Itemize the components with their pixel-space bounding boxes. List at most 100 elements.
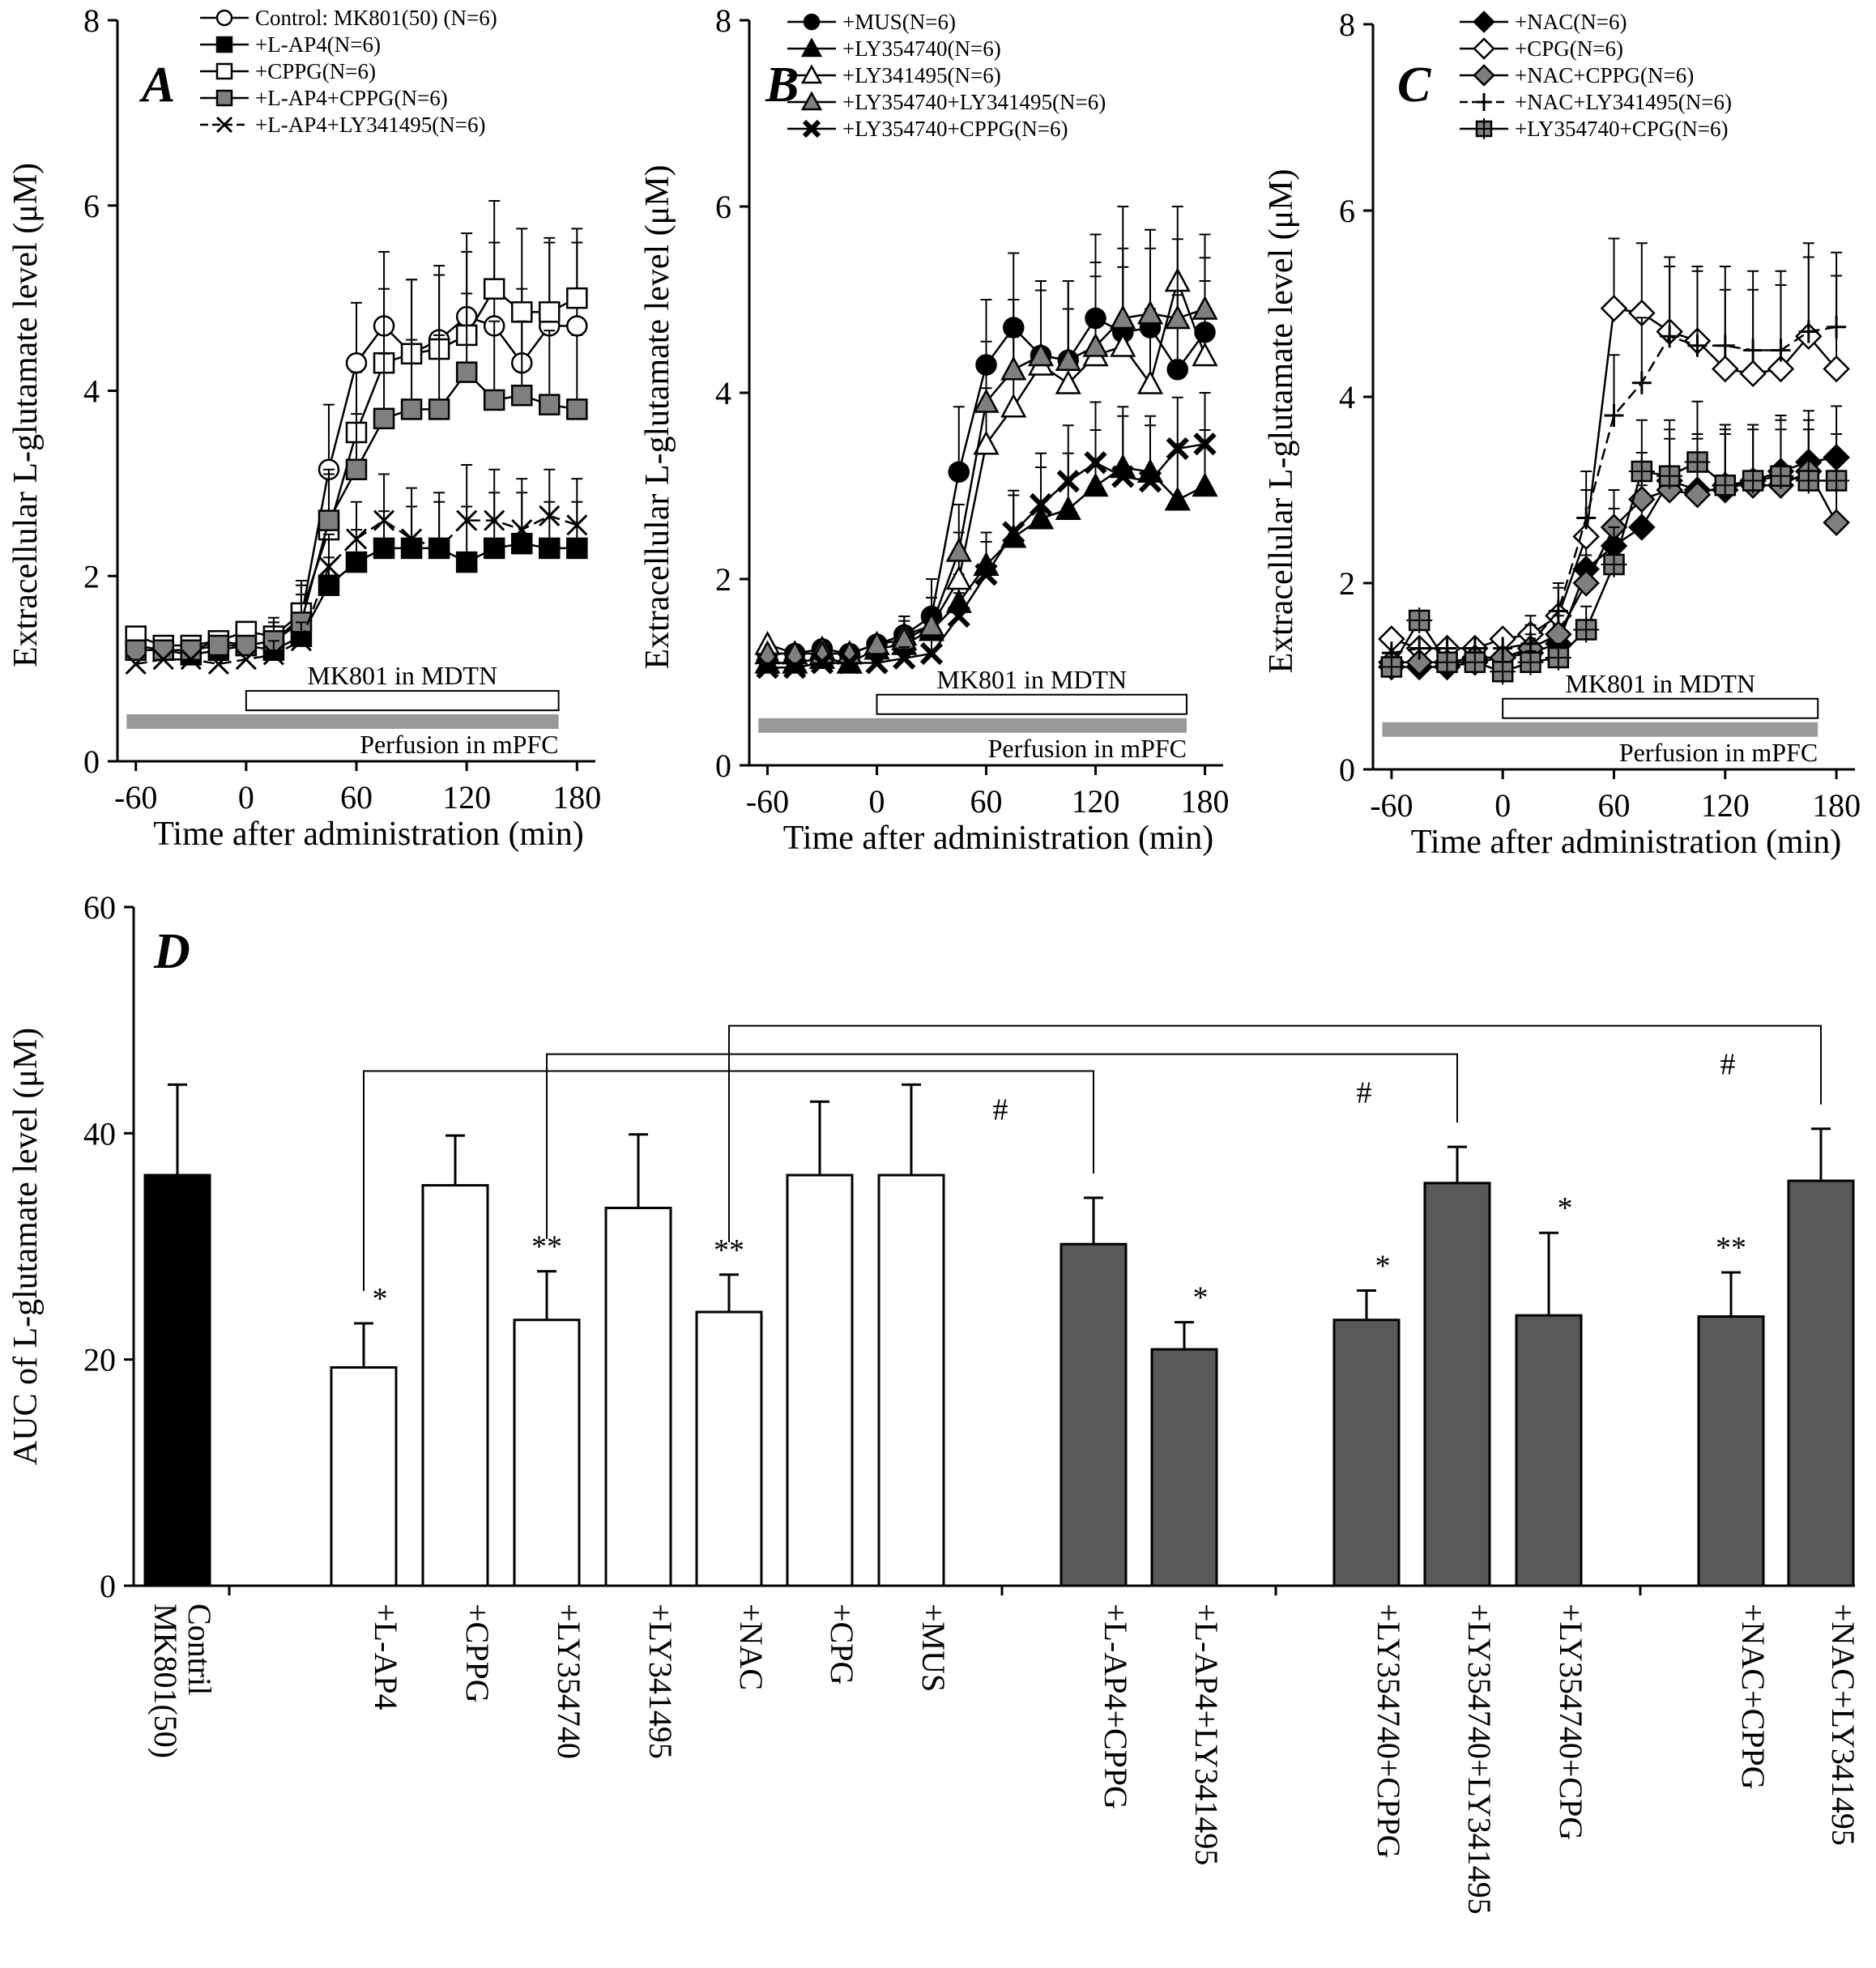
data-point-b <box>1193 432 1217 456</box>
y-tick-label: 60 <box>83 889 116 926</box>
bar <box>1332 1318 1401 1587</box>
legend-label: Control: MK801(50) (N=6) <box>255 6 497 30</box>
data-point <box>948 461 970 483</box>
data-point <box>863 630 890 655</box>
data-point-b <box>401 528 423 550</box>
x-tick-label: -60 <box>746 783 789 820</box>
x-tick-label: -60 <box>114 779 157 816</box>
bar <box>695 1310 763 1587</box>
legend-label: +LY354740+CPG(N=6) <box>1515 117 1728 141</box>
x-axis-label: Time after administration (min) <box>1411 824 1842 861</box>
data-point <box>539 394 561 415</box>
data-point <box>152 639 174 661</box>
data-point <box>345 458 368 480</box>
data-point <box>973 388 1000 413</box>
y-tick-label: 0 <box>100 1568 116 1604</box>
data-point-b <box>290 630 312 652</box>
data-point <box>1027 505 1055 530</box>
perfusion-bar <box>1382 722 1818 737</box>
data-point <box>180 639 203 661</box>
bracket-label: # <box>1720 1048 1736 1082</box>
data-point <box>510 384 533 407</box>
bar <box>421 1184 489 1587</box>
series-3 <box>1381 251 1847 665</box>
legend-label: +CPG(N=6) <box>1515 36 1623 61</box>
data-point <box>1712 355 1739 383</box>
legend-entry: +L-AP4(N=6) <box>200 32 381 57</box>
data-point <box>1823 355 1850 383</box>
data-point <box>1082 472 1109 497</box>
data-point <box>566 315 588 337</box>
legend-marker-b <box>215 116 233 134</box>
legend-label: +LY354740(N=6) <box>842 36 1001 61</box>
data-point-b <box>235 649 257 671</box>
legend-entry: +LY341495(N=6) <box>787 63 1001 87</box>
bar <box>1787 1179 1855 1587</box>
data-point <box>318 509 340 531</box>
data-point <box>1572 522 1600 551</box>
data-point <box>1082 332 1109 357</box>
data-point <box>373 407 395 430</box>
data-point-b <box>428 537 450 559</box>
bar <box>604 1207 672 1587</box>
data-point <box>1192 295 1218 320</box>
x-tick-label: 180 <box>552 779 601 816</box>
data-point <box>510 301 533 323</box>
data-point <box>373 537 395 560</box>
panel-label: D <box>153 924 190 979</box>
legend-entry: +CPG(N=6) <box>1460 36 1623 61</box>
bracket-label: # <box>993 1093 1008 1127</box>
data-point <box>345 551 368 573</box>
bar <box>1150 1348 1218 1587</box>
legend-label: +LY354740+CPPG(N=6) <box>842 117 1068 141</box>
data-point-b <box>1166 437 1189 461</box>
panel-label: B <box>765 58 799 113</box>
legend-marker-b <box>802 119 821 138</box>
series-2 <box>754 206 1218 665</box>
data-point <box>1683 480 1712 509</box>
mk801-bar <box>1502 697 1819 719</box>
y-tick-label: 0 <box>83 743 100 780</box>
legend-marker <box>1473 11 1495 33</box>
data-point-b <box>566 514 588 536</box>
x-axis-label: Time after administration (min) <box>783 820 1214 857</box>
data-point <box>483 278 505 300</box>
y-tick-label: 0 <box>715 748 731 784</box>
data-point <box>207 634 230 657</box>
legend-label: +CPPG(N=6) <box>255 59 376 83</box>
mk801-label: MK801 in MDTN <box>936 665 1127 694</box>
legend-entry: Control: MK801(50) (N=6) <box>200 6 497 30</box>
data-point <box>1767 355 1795 383</box>
legend-entry: +LY354740+CPPG(N=6) <box>787 117 1068 141</box>
data-point-b <box>1056 470 1080 493</box>
data-point <box>1192 472 1218 497</box>
panel-D: 0 20 40 60 AUC of L-glutamate level (μM) D MK8… <box>7 889 1861 1915</box>
series-4 <box>1378 400 1850 685</box>
bar <box>1060 1242 1128 1587</box>
panel-label: C <box>1397 58 1431 113</box>
data-point-b <box>919 641 944 666</box>
legend-label: +L-AP4(N=6) <box>255 32 381 57</box>
x-tick-label: -60 <box>1370 787 1413 824</box>
data-point <box>566 398 588 420</box>
bar <box>513 1318 581 1587</box>
data-point <box>1166 359 1188 381</box>
bar <box>143 1174 211 1587</box>
legend-label: +NAC+CPPG(N=6) <box>1515 63 1694 87</box>
mk801-bar <box>876 693 1187 715</box>
significance-marker: * <box>373 1282 388 1316</box>
x-category-label: Contril <box>181 1604 218 1695</box>
data-point <box>1405 648 1433 676</box>
data-point-b <box>373 509 395 531</box>
y-tick-label: 6 <box>1339 193 1355 229</box>
data-point <box>345 351 368 374</box>
mk801-bar <box>245 690 560 712</box>
x-tick-label: 120 <box>1701 787 1750 824</box>
data-point <box>945 565 972 590</box>
y-tick-label: 0 <box>1339 752 1355 788</box>
legend-entry: +NAC+LY341495(N=6) <box>1460 90 1732 114</box>
perfusion-label: Perfusion in mPFC <box>1619 738 1818 767</box>
